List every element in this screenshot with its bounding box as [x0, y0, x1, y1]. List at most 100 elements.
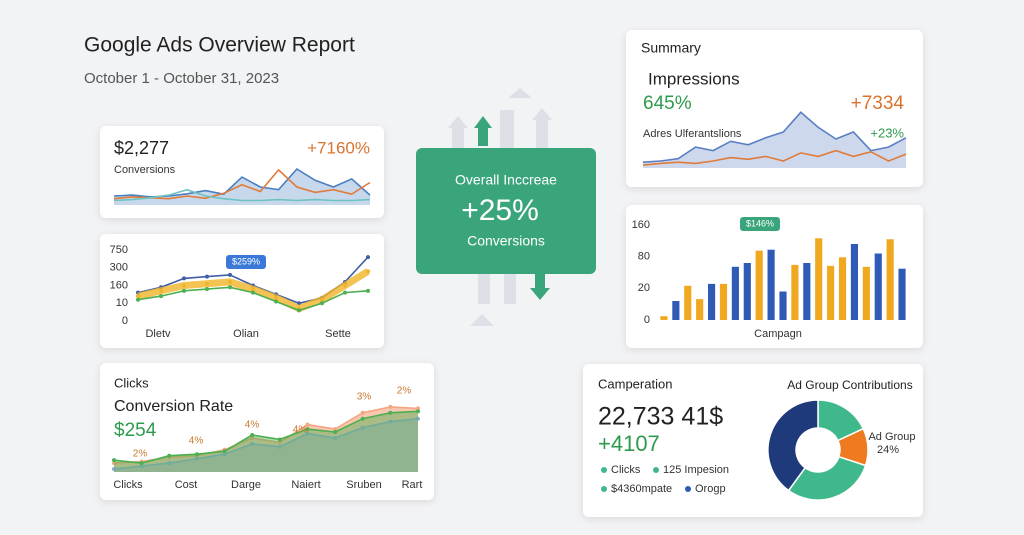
- bar: [660, 316, 668, 320]
- point: [388, 419, 393, 424]
- x-axis-label: Campagn: [754, 328, 802, 340]
- decor-arrows: [448, 88, 552, 326]
- y-tick-label: 160: [110, 279, 128, 291]
- kpi-note: Adres Ulferantslions: [643, 128, 742, 140]
- point: [277, 437, 282, 442]
- point: [388, 404, 393, 409]
- card-title: Camperation: [598, 376, 672, 391]
- bar: [838, 257, 847, 320]
- point: [320, 297, 324, 302]
- point: [182, 276, 186, 281]
- highlight-card: [416, 148, 596, 274]
- point: [343, 283, 347, 288]
- point: [366, 255, 370, 260]
- point: [360, 416, 365, 421]
- line: [113, 168, 371, 200]
- point: [222, 452, 227, 457]
- y-tick-label: 160: [632, 219, 650, 231]
- point: [333, 430, 338, 435]
- highlight-label: Conversions: [467, 233, 545, 249]
- point: [205, 287, 209, 292]
- bar: [791, 264, 799, 320]
- annotation-pill: [226, 255, 266, 269]
- bar: [719, 283, 728, 320]
- point: [194, 452, 199, 457]
- point: [182, 283, 186, 288]
- point: [343, 290, 347, 295]
- point: [360, 425, 365, 430]
- point: [305, 431, 310, 436]
- bar: [696, 299, 704, 320]
- point: [159, 294, 163, 299]
- bar: [850, 244, 858, 320]
- point: [297, 301, 301, 306]
- point: [366, 269, 370, 274]
- legend-swatch: [685, 486, 691, 492]
- line: [113, 188, 371, 202]
- point: [320, 301, 324, 306]
- bar: [779, 291, 787, 320]
- y-tick-label: 10: [116, 297, 128, 309]
- point: [159, 288, 163, 293]
- area: [114, 169, 370, 205]
- y-tick-label: 0: [644, 314, 650, 326]
- kpi-label: Conversions: [114, 164, 176, 176]
- annotation: $259%: [232, 256, 260, 266]
- y-tick-label: 300: [110, 262, 128, 274]
- legend-label: Clicks: [611, 464, 641, 476]
- point: [139, 461, 144, 466]
- point: [139, 464, 144, 469]
- x-tick-label: Darge: [231, 479, 261, 491]
- x-tick-label: Dletv: [145, 328, 171, 340]
- x-tick-label: Sette: [325, 328, 351, 340]
- point: [205, 281, 209, 286]
- kpi-change: +4107: [598, 431, 660, 456]
- kpi-note-change: +23%: [870, 125, 904, 140]
- point: [416, 416, 420, 421]
- point: [250, 441, 255, 446]
- bar: [874, 253, 882, 320]
- point: [112, 458, 116, 463]
- point: [194, 456, 199, 461]
- highlight-title: Overall Inccreae: [455, 172, 557, 188]
- point: [136, 294, 140, 299]
- point: [112, 461, 116, 466]
- point: [366, 288, 370, 293]
- point: [416, 406, 420, 411]
- chart-subtitle: Ad Group Contributions: [787, 378, 912, 392]
- point: [136, 297, 140, 302]
- x-tick-label: Olian: [233, 328, 259, 340]
- point: [167, 461, 172, 466]
- kpi-value: 645%: [643, 93, 692, 114]
- point: [333, 435, 338, 440]
- point: [112, 467, 116, 472]
- point: [277, 440, 282, 445]
- point: [228, 285, 232, 290]
- point: [305, 422, 310, 427]
- kpi-change: +7160%: [307, 138, 370, 157]
- x-tick-label: Clicks: [113, 479, 143, 491]
- area: [114, 411, 418, 472]
- point: [274, 295, 278, 300]
- legend-swatch: [601, 486, 607, 492]
- annotation: 2%: [397, 386, 412, 397]
- annotation: 3%: [357, 392, 372, 403]
- annotation: 4%: [245, 420, 260, 431]
- card-subtitle: Impressions: [648, 69, 740, 88]
- bar: [898, 268, 906, 320]
- annotation: 2%: [133, 449, 148, 460]
- point: [333, 427, 338, 432]
- bar: [886, 239, 894, 320]
- bar: [672, 301, 680, 320]
- point: [251, 287, 255, 292]
- donut-segment: [787, 455, 867, 501]
- card-title: Clicks: [114, 375, 149, 390]
- highlight-value: +25%: [461, 194, 539, 227]
- annotation-pill: [740, 217, 780, 231]
- area: [643, 112, 906, 168]
- bar: [743, 263, 751, 320]
- line: [642, 111, 907, 163]
- point: [205, 274, 209, 279]
- card-subtitle: Conversion Rate: [114, 398, 233, 415]
